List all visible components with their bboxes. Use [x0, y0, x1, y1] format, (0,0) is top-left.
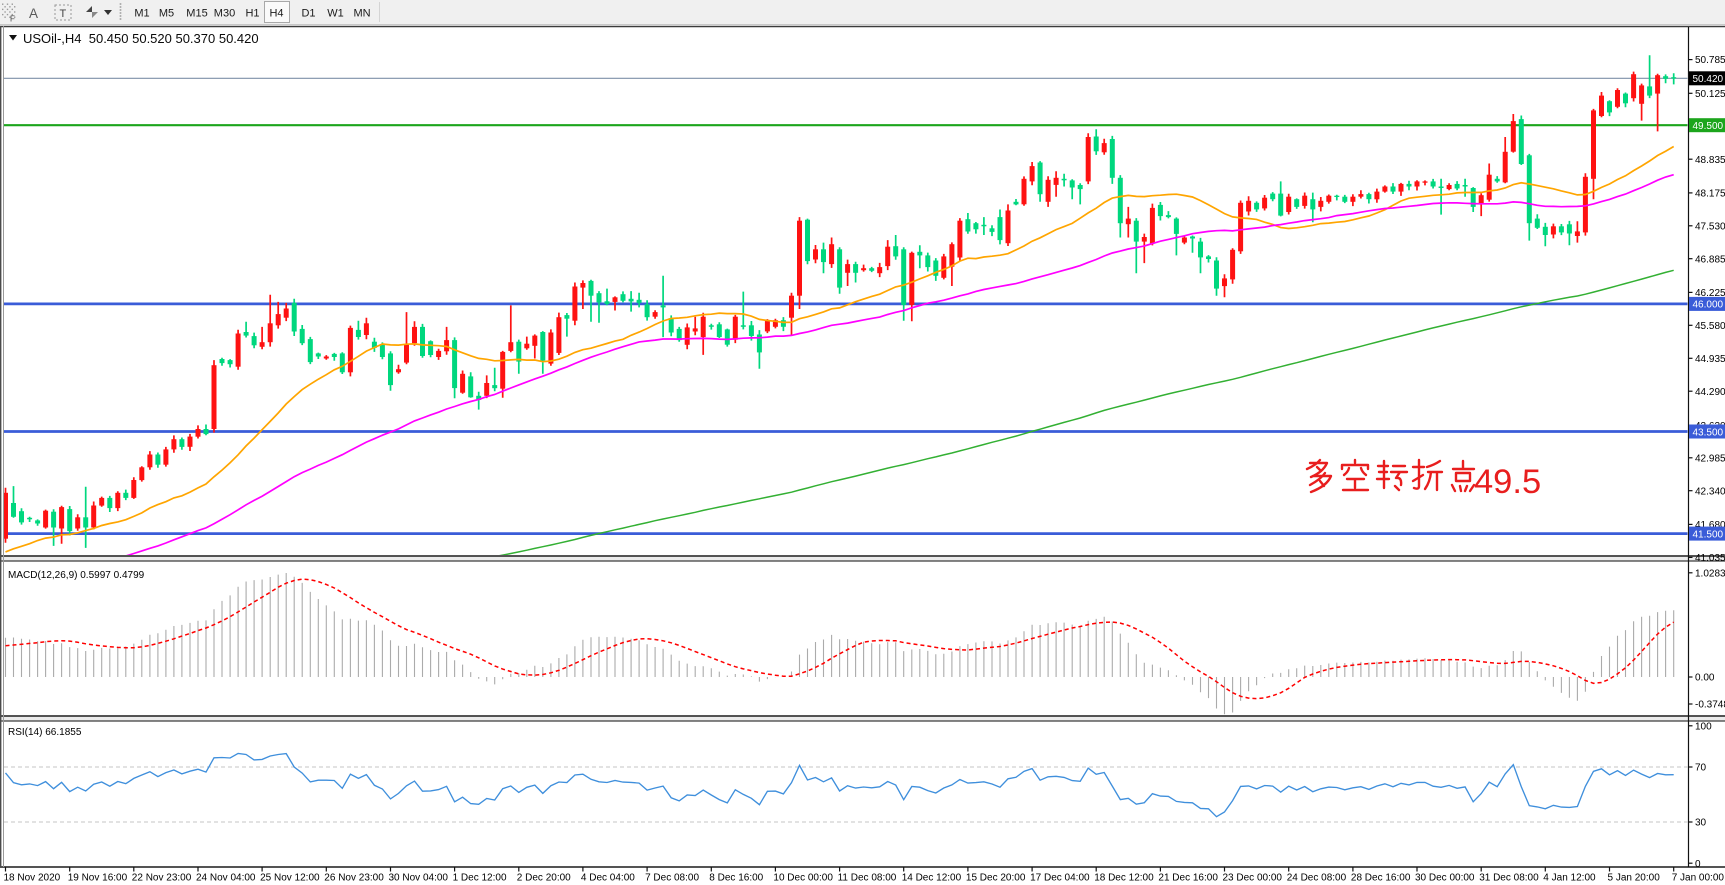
svg-text:30 Nov 04:00: 30 Nov 04:00: [389, 873, 449, 884]
svg-text:MACD(12,26,9) 0.5997 0.4799: MACD(12,26,9) 0.5997 0.4799: [8, 570, 145, 581]
svg-text:4 Dec 04:00: 4 Dec 04:00: [581, 873, 635, 884]
svg-text:7 Dec 08:00: 7 Dec 08:00: [645, 873, 699, 884]
svg-text:49.500: 49.500: [1693, 121, 1724, 132]
svg-text:41.035: 41.035: [1695, 553, 1725, 564]
svg-text:47.530: 47.530: [1695, 221, 1725, 232]
svg-text:25 Nov 12:00: 25 Nov 12:00: [260, 873, 320, 884]
svg-text:M5: M5: [159, 8, 174, 20]
svg-text:46.225: 46.225: [1695, 288, 1725, 299]
svg-text:50.420: 50.420: [1693, 74, 1724, 85]
svg-text:F: F: [10, 15, 15, 24]
svg-text:18 Nov 2020: 18 Nov 2020: [4, 873, 61, 884]
svg-text:22 Nov 23:00: 22 Nov 23:00: [132, 873, 192, 884]
svg-text:50.785: 50.785: [1695, 55, 1725, 66]
svg-text:100: 100: [1695, 721, 1712, 732]
svg-text:T: T: [60, 8, 67, 20]
svg-text:48.835: 48.835: [1695, 155, 1725, 166]
svg-text:MN: MN: [353, 8, 370, 20]
svg-text:45.580: 45.580: [1695, 321, 1725, 332]
svg-text:18 Dec 12:00: 18 Dec 12:00: [1094, 873, 1154, 884]
svg-text:23 Dec 00:00: 23 Dec 00:00: [1223, 873, 1283, 884]
svg-text:43.500: 43.500: [1693, 427, 1724, 438]
svg-text:42.340: 42.340: [1695, 486, 1725, 497]
svg-text:70: 70: [1695, 763, 1707, 774]
svg-text:31 Dec 08:00: 31 Dec 08:00: [1479, 873, 1539, 884]
svg-text:0: 0: [1695, 859, 1701, 870]
svg-text:44.290: 44.290: [1695, 387, 1725, 398]
svg-text:0.00: 0.00: [1695, 673, 1715, 684]
svg-text:49.5: 49.5: [1474, 463, 1541, 501]
svg-text:30: 30: [1695, 818, 1707, 829]
svg-text:41.680: 41.680: [1695, 520, 1725, 531]
svg-text:48.175: 48.175: [1695, 189, 1725, 200]
svg-text:M30: M30: [214, 8, 235, 20]
svg-text:14 Dec 12:00: 14 Dec 12:00: [902, 873, 962, 884]
svg-text:46.885: 46.885: [1695, 254, 1725, 265]
svg-text:30 Dec 00:00: 30 Dec 00:00: [1415, 873, 1475, 884]
svg-text:28 Dec 16:00: 28 Dec 16:00: [1351, 873, 1411, 884]
svg-text:44.935: 44.935: [1695, 354, 1725, 365]
svg-text:11 Dec 08:00: 11 Dec 08:00: [838, 873, 897, 884]
svg-text:1.0283: 1.0283: [1695, 568, 1725, 579]
svg-text:41.500: 41.500: [1693, 529, 1724, 540]
svg-text:M1: M1: [134, 8, 149, 20]
svg-text:M15: M15: [186, 8, 207, 20]
svg-text:7 Jan 00:00: 7 Jan 00:00: [1672, 873, 1725, 884]
svg-text:5 Jan 20:00: 5 Jan 20:00: [1608, 873, 1661, 884]
svg-text:21 Dec 16:00: 21 Dec 16:00: [1158, 873, 1218, 884]
svg-text:USOil-,H4 50.450 50.520 50.37: USOil-,H4 50.450 50.520 50.370 50.420: [23, 31, 259, 46]
svg-text:8 Dec 16:00: 8 Dec 16:00: [709, 873, 763, 884]
svg-text:D1: D1: [301, 8, 315, 20]
svg-text:W1: W1: [327, 8, 344, 20]
svg-text:4 Jan 12:00: 4 Jan 12:00: [1543, 873, 1596, 884]
svg-text:10 Dec 00:00: 10 Dec 00:00: [773, 873, 833, 884]
svg-text:42.985: 42.985: [1695, 453, 1725, 464]
svg-text:46.000: 46.000: [1693, 300, 1724, 311]
svg-text:19 Nov 16:00: 19 Nov 16:00: [68, 873, 128, 884]
svg-text:50.125: 50.125: [1695, 89, 1725, 100]
svg-text:15 Dec 20:00: 15 Dec 20:00: [966, 873, 1026, 884]
svg-text:24 Nov 04:00: 24 Nov 04:00: [196, 873, 256, 884]
svg-text:26 Nov 23:00: 26 Nov 23:00: [324, 873, 384, 884]
svg-text:RSI(14) 66.1855: RSI(14) 66.1855: [8, 727, 82, 738]
svg-text:H1: H1: [245, 8, 259, 20]
svg-text:A: A: [29, 6, 38, 21]
svg-text:24 Dec 08:00: 24 Dec 08:00: [1287, 873, 1347, 884]
svg-text:1 Dec 12:00: 1 Dec 12:00: [453, 873, 507, 884]
svg-text:-0.3748: -0.3748: [1695, 700, 1725, 711]
svg-text:H4: H4: [269, 8, 283, 20]
svg-text:17 Dec 04:00: 17 Dec 04:00: [1030, 873, 1090, 884]
svg-text:2 Dec 20:00: 2 Dec 20:00: [517, 873, 571, 884]
